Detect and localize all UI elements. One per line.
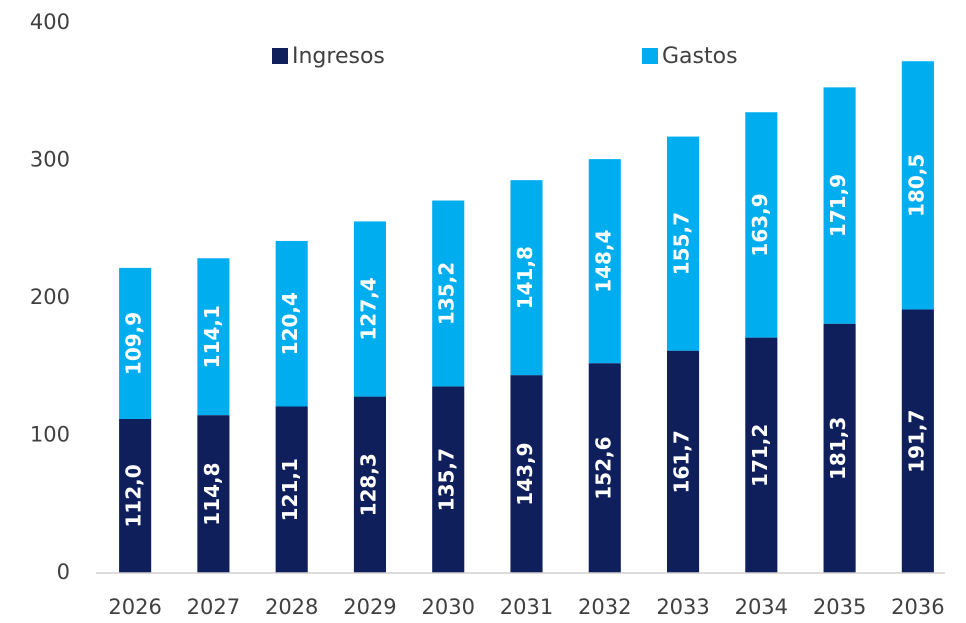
data-label: 121,1	[278, 458, 302, 521]
legend-label: Gastos	[662, 44, 738, 69]
y-tick-label: 300	[30, 148, 70, 172]
bar	[510, 375, 543, 573]
bar	[432, 200, 465, 387]
data-label: 128,3	[356, 453, 380, 516]
y-tick-label: 100	[30, 423, 70, 447]
bar	[275, 240, 308, 407]
legend-label: Ingresos	[292, 44, 385, 69]
data-label: 152,6	[591, 436, 615, 499]
x-tick-label: 2032	[578, 595, 631, 619]
legend-swatch	[642, 48, 658, 64]
y-tick-label: 200	[30, 285, 70, 309]
data-label: 161,7	[670, 430, 694, 493]
data-label: 148,4	[591, 230, 615, 293]
x-tick-label: 2029	[343, 595, 396, 619]
bar	[275, 406, 308, 573]
x-tick-label: 2035	[813, 595, 866, 619]
data-label: 141,8	[513, 246, 537, 309]
bar	[353, 221, 387, 397]
bar	[745, 337, 778, 573]
bar	[823, 87, 856, 324]
data-label: 181,3	[826, 417, 850, 480]
bar	[901, 61, 934, 310]
data-label: 114,1	[200, 305, 224, 368]
legend-swatch	[272, 48, 288, 64]
bar	[510, 180, 543, 376]
bar	[588, 159, 621, 364]
bar	[432, 386, 465, 573]
bar	[119, 419, 152, 573]
x-tick-label: 2036	[891, 595, 944, 619]
bar	[666, 136, 700, 351]
bar	[119, 267, 152, 419]
y-tick-label: 0	[57, 560, 70, 584]
x-tick-label: 2033	[656, 595, 709, 619]
data-label: 180,5	[904, 154, 928, 217]
x-tick-label: 2034	[735, 595, 788, 619]
data-label: 112,0	[122, 464, 146, 527]
x-tick-label: 2030	[422, 595, 475, 619]
data-label: 135,2	[435, 262, 459, 325]
x-tick-label: 2027	[187, 595, 240, 619]
data-label: 127,4	[356, 277, 380, 340]
data-label: 114,8	[200, 462, 224, 525]
data-label: 171,9	[826, 174, 850, 237]
data-label: 171,2	[748, 424, 772, 487]
bar	[901, 309, 934, 573]
bar	[197, 415, 230, 573]
data-label: 109,9	[122, 312, 146, 375]
data-label: 143,9	[513, 442, 537, 505]
bar	[823, 323, 856, 573]
bar	[353, 396, 387, 573]
data-label: 155,7	[670, 212, 694, 275]
data-label: 120,4	[278, 292, 302, 355]
y-tick-label: 400	[30, 10, 70, 34]
x-tick-label: 2031	[500, 595, 553, 619]
bar	[745, 112, 778, 338]
data-label: 191,7	[904, 410, 928, 473]
bar	[666, 350, 700, 573]
bar	[588, 363, 621, 573]
data-label: 135,7	[435, 448, 459, 511]
x-tick-label: 2026	[108, 595, 161, 619]
bar	[197, 258, 230, 416]
x-tick-label: 2028	[265, 595, 318, 619]
data-label: 163,9	[748, 193, 772, 256]
